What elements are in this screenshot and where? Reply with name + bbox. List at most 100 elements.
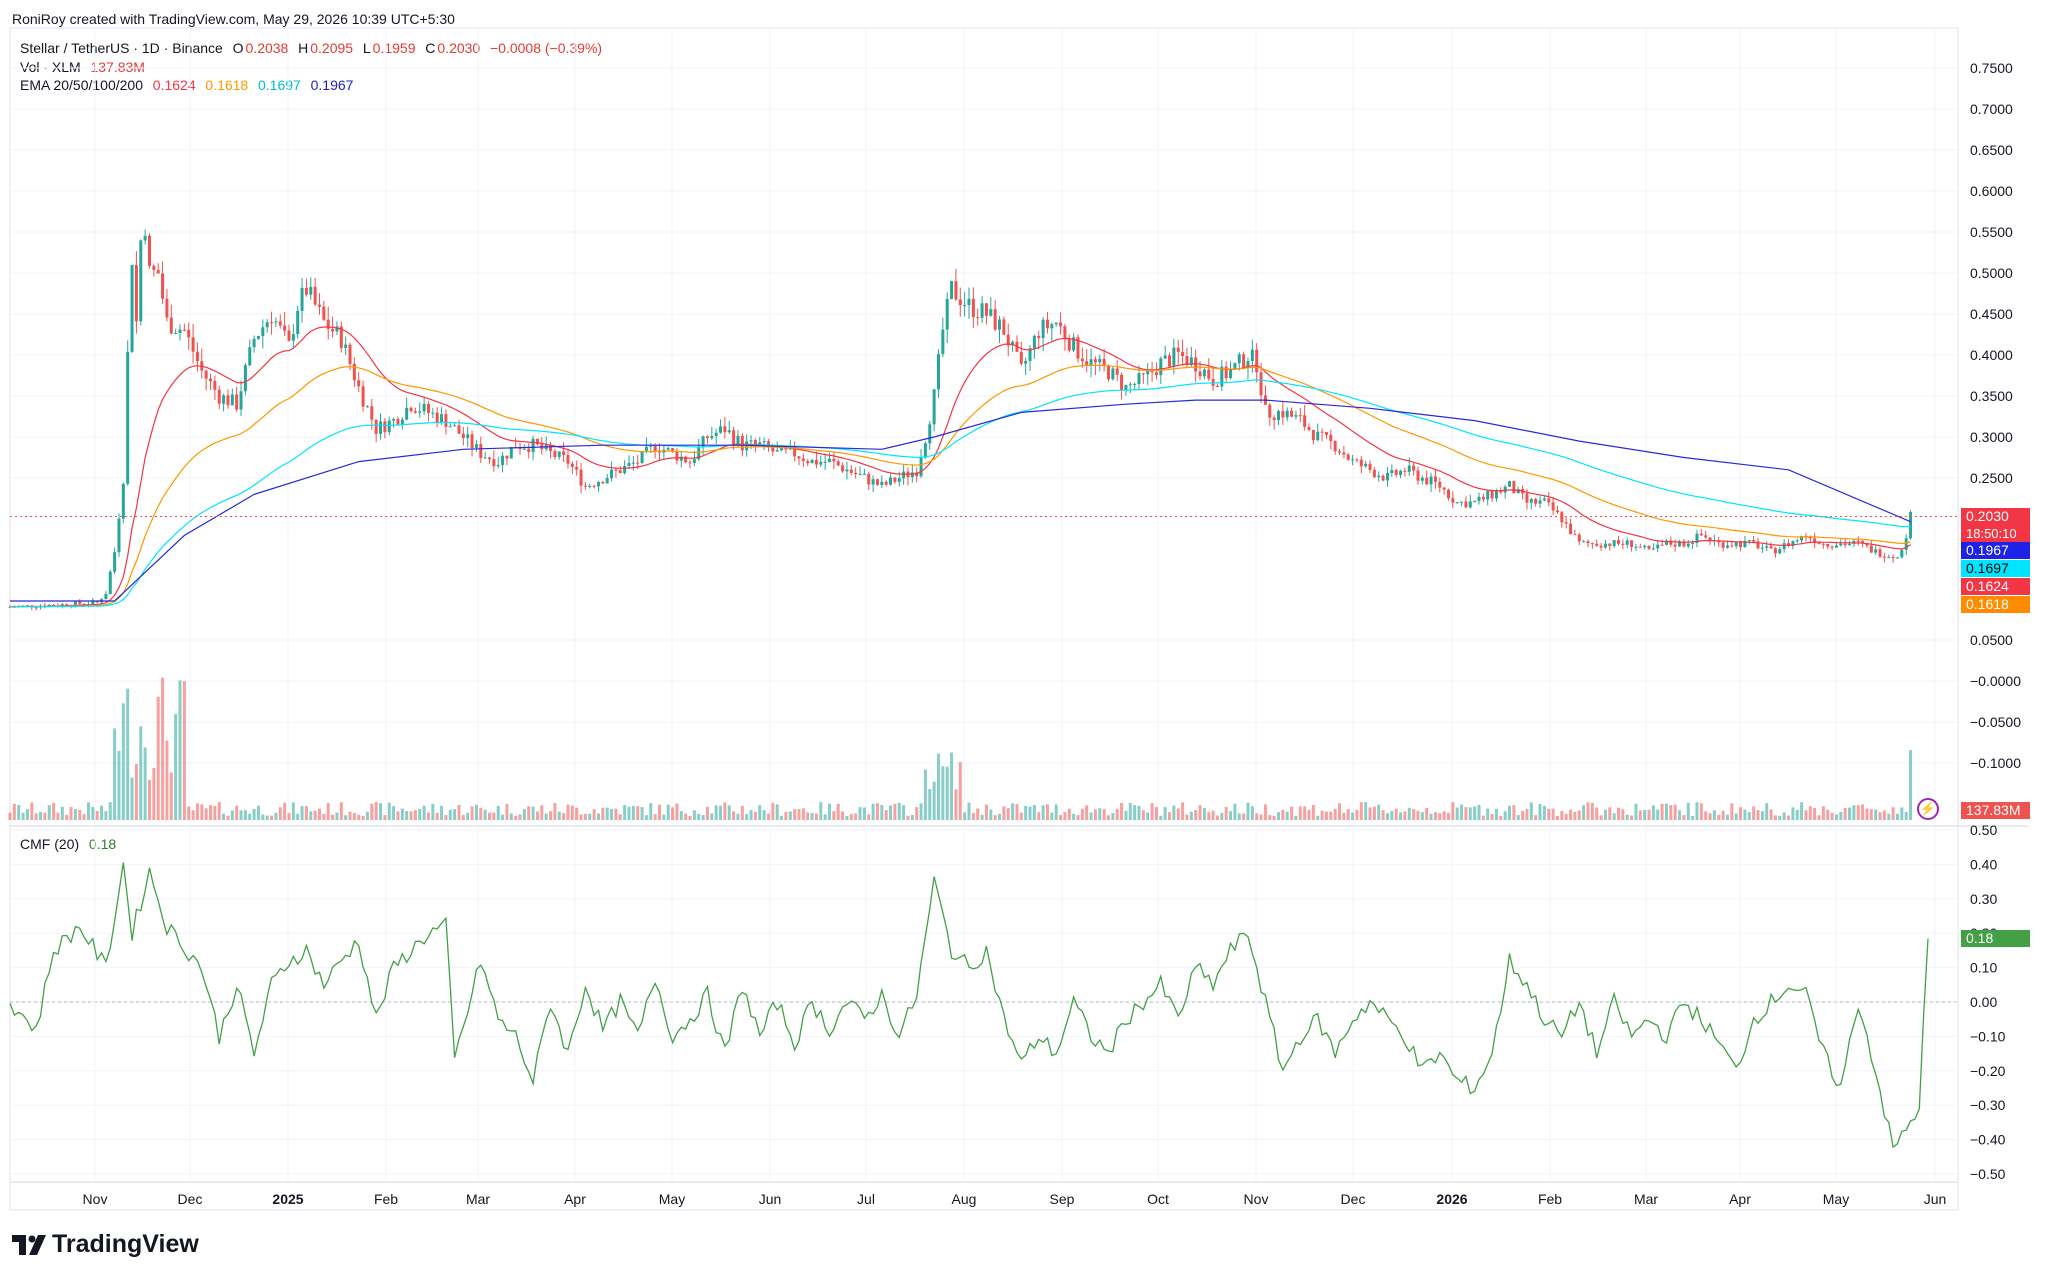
candle-body bbox=[801, 458, 805, 462]
symbol-legend[interactable]: Stellar / TetherUS · 1D · Binance O 0.203… bbox=[20, 40, 604, 56]
price-axis-tick: 0.0500 bbox=[1970, 632, 2013, 648]
candle-body bbox=[1839, 543, 1843, 546]
candle-body bbox=[440, 414, 444, 423]
volume-bar bbox=[958, 762, 962, 820]
candle-body bbox=[1464, 501, 1468, 508]
volume-bar bbox=[195, 803, 199, 820]
candle-body bbox=[1080, 358, 1084, 362]
volume-bar bbox=[405, 811, 409, 820]
volume-bar bbox=[283, 802, 287, 820]
volume-bar bbox=[1725, 814, 1729, 820]
volume-bar bbox=[396, 811, 400, 820]
volume-bar bbox=[1320, 810, 1324, 820]
candle-body bbox=[1669, 540, 1673, 545]
volume-bar bbox=[117, 750, 121, 820]
volume-bar bbox=[923, 769, 927, 820]
candle-body bbox=[989, 309, 993, 316]
candle-body bbox=[1826, 543, 1830, 547]
volume-bar bbox=[549, 811, 553, 820]
candle-body bbox=[230, 394, 234, 406]
volume-bar bbox=[723, 802, 727, 820]
candle-body bbox=[627, 462, 631, 466]
volume-bar bbox=[291, 802, 295, 820]
volume-bar bbox=[217, 802, 221, 820]
volume-bar bbox=[317, 808, 321, 820]
volume-bar bbox=[1429, 813, 1433, 820]
volume-bar bbox=[466, 812, 470, 820]
volume-bar bbox=[797, 809, 801, 820]
volume-bar bbox=[1603, 809, 1607, 820]
candle-body bbox=[1425, 477, 1429, 485]
volume-bar bbox=[1346, 809, 1350, 820]
cmf-axis-tick: −0.10 bbox=[1970, 1028, 2006, 1044]
candle-body bbox=[1904, 538, 1908, 550]
ema-legend[interactable]: EMA 20/50/100/200 0.1624 0.1618 0.1697 0… bbox=[20, 77, 355, 93]
candle-body bbox=[601, 481, 605, 484]
volume-bar bbox=[610, 808, 614, 820]
volume-bar bbox=[1298, 806, 1302, 820]
volume-bar bbox=[862, 807, 866, 820]
time-axis-tick: Oct bbox=[1147, 1191, 1169, 1207]
volume-bar bbox=[583, 813, 587, 820]
candle-body bbox=[1072, 337, 1076, 351]
volume-bar bbox=[1904, 811, 1908, 820]
candle-body bbox=[73, 601, 77, 607]
volume-bar bbox=[1795, 809, 1799, 820]
volume-bar bbox=[165, 740, 169, 820]
candle-body bbox=[1172, 347, 1176, 367]
candle-body bbox=[819, 461, 823, 465]
volume-bar bbox=[1721, 810, 1725, 820]
candle-body bbox=[1647, 545, 1651, 549]
volume-bar bbox=[1080, 808, 1084, 820]
cmf-legend[interactable]: CMF (20) 0.18 bbox=[20, 836, 118, 852]
volume-bar bbox=[1534, 815, 1538, 820]
volume-bar bbox=[379, 803, 383, 820]
candle-body bbox=[379, 421, 383, 434]
volume-bar bbox=[474, 804, 478, 820]
volume-legend[interactable]: Vol · XLM 137.83M bbox=[20, 59, 147, 75]
candle-body bbox=[1460, 501, 1464, 503]
candle-body bbox=[1725, 545, 1729, 548]
candle-body bbox=[675, 451, 679, 461]
volume-bar bbox=[1678, 810, 1682, 820]
volume-bar bbox=[339, 802, 343, 820]
lightning-icon[interactable]: ⚡ bbox=[1917, 798, 1939, 820]
candle-body bbox=[1782, 543, 1786, 550]
candle-body bbox=[845, 469, 849, 472]
tradingview-logo[interactable]: TradingView bbox=[12, 1230, 199, 1259]
candle-body bbox=[714, 432, 718, 436]
ema100-value: 0.1697 bbox=[258, 77, 301, 93]
candle-body bbox=[479, 444, 483, 458]
volume-bar bbox=[191, 810, 195, 820]
volume-bar bbox=[828, 803, 832, 820]
candle-body bbox=[697, 447, 701, 460]
volume-value: 137.83M bbox=[90, 59, 145, 75]
volume-bar bbox=[675, 803, 679, 820]
time-axis-tick: Mar bbox=[1634, 1191, 1658, 1207]
symbol-name: Stellar / TetherUS · 1D · Binance bbox=[20, 40, 223, 56]
volume-bar bbox=[841, 811, 845, 820]
volume-bar bbox=[1202, 807, 1206, 820]
price-axis-tick: 0.2500 bbox=[1970, 470, 2013, 486]
volume-bar bbox=[1399, 812, 1403, 820]
candle-body bbox=[34, 607, 38, 609]
volume-bar bbox=[989, 809, 993, 820]
volume-bar bbox=[1856, 805, 1860, 820]
volume-bar bbox=[1276, 812, 1280, 820]
candle-body bbox=[283, 325, 287, 331]
candle-body bbox=[1059, 322, 1063, 327]
candle-body bbox=[993, 309, 997, 330]
candle-body bbox=[832, 458, 836, 462]
volume-bar bbox=[1542, 805, 1546, 820]
candle-body bbox=[492, 459, 496, 467]
candle-body bbox=[1351, 459, 1355, 461]
candle-body bbox=[222, 395, 226, 404]
volume-bar bbox=[1765, 803, 1769, 820]
candle-body bbox=[984, 303, 988, 316]
candle-body bbox=[535, 438, 539, 445]
volume-bar bbox=[688, 815, 692, 820]
candle-body bbox=[1817, 542, 1821, 544]
volume-bar bbox=[993, 815, 997, 820]
volume-bar bbox=[1647, 809, 1651, 820]
